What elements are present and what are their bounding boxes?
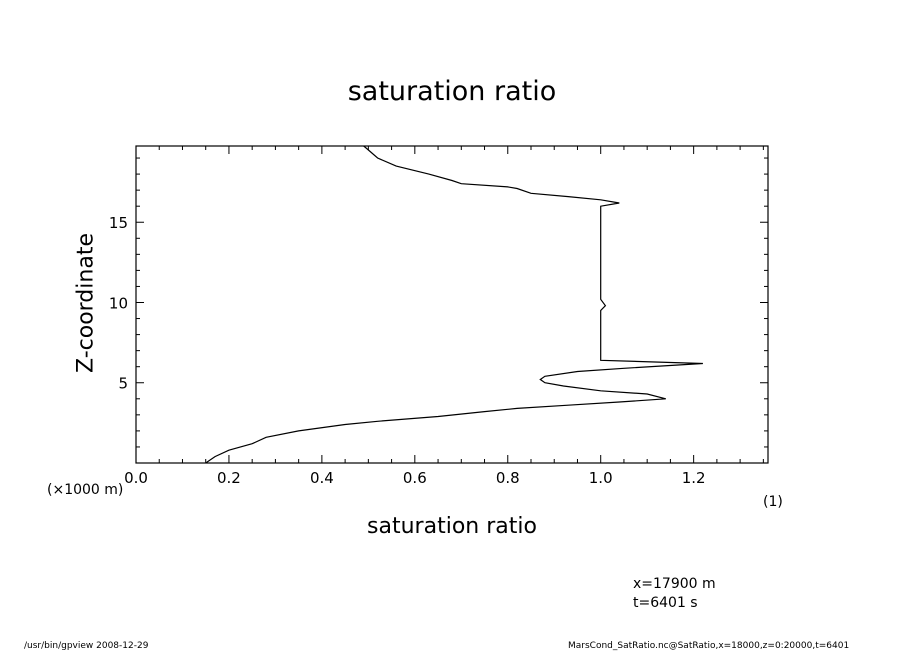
x-tick-label: 1.0	[589, 469, 613, 487]
footer-command: /usr/bin/gpview 2008-12-29	[24, 641, 149, 651]
x-tick-label: 0.2	[217, 469, 241, 487]
x-tick-label: 0.4	[310, 469, 334, 487]
time-info: t=6401 s	[633, 595, 698, 611]
footer-source: MarsCond_SatRatio.nc@SatRatio,x=18000,z=…	[568, 641, 850, 651]
y-axis-label: Z-coordinate	[73, 233, 99, 373]
chart-title: saturation ratio	[347, 76, 557, 107]
x-tick-label: 0.8	[496, 469, 520, 487]
y-tick-label: 10	[109, 294, 128, 312]
x-tick-label: 0.0	[124, 469, 148, 487]
tick-marks	[135, 146, 768, 464]
y-tick-label: 5	[118, 375, 128, 393]
x-axis-label: saturation ratio	[367, 514, 537, 539]
x-axis-unit: (1)	[763, 494, 783, 510]
x-position-info: x=17900 m	[633, 576, 716, 592]
x-tick-label: 0.6	[403, 469, 427, 487]
y-axis-unit: (×1000 m)	[47, 482, 124, 498]
y-tick-label: 15	[109, 214, 128, 232]
plot-frame	[135, 145, 769, 464]
saturation-ratio-line	[205, 145, 703, 464]
x-tick-label: 1.2	[682, 469, 706, 487]
tick-labels: 0.0 0.2 0.4 0.6 0.8 1.0 1.2 5 10 15	[109, 214, 706, 487]
